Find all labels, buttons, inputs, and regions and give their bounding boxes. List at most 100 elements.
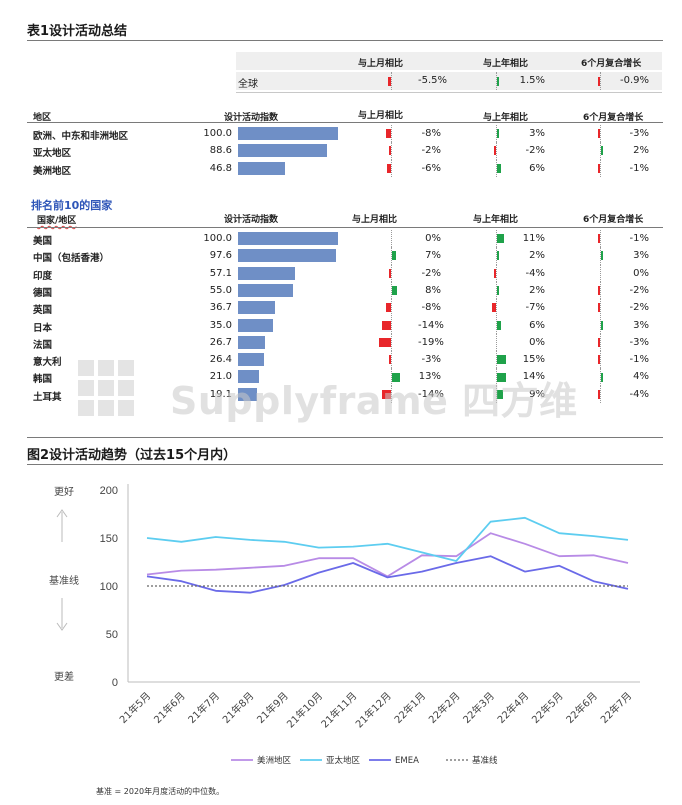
yoy-bar xyxy=(497,389,503,399)
mom-axis xyxy=(391,316,392,334)
row-name: 欧洲、中东和非洲地区 xyxy=(33,131,129,142)
yoy-value: 11% xyxy=(522,233,545,244)
cagr-bar xyxy=(598,129,600,139)
index-value: 46.8 xyxy=(209,162,232,174)
cagr-axis xyxy=(600,351,601,369)
yoy-value: 6% xyxy=(529,319,545,331)
watermark-text: Supplyframe 四方维 xyxy=(170,379,578,423)
yoy-axis xyxy=(496,230,497,248)
mom-bar xyxy=(379,337,391,347)
cagr-value: -3% xyxy=(629,336,649,348)
x-tick-label: 21年10月 xyxy=(284,689,325,730)
index-value: 19.1 xyxy=(209,388,232,400)
global-divider xyxy=(236,92,662,93)
mom-bar xyxy=(386,303,391,313)
y-tick-label: 150 xyxy=(100,533,118,545)
mom-value: 8% xyxy=(425,284,441,296)
cagr-value: -2% xyxy=(629,284,649,296)
yoy-bar xyxy=(497,320,501,330)
yoy-bar xyxy=(497,129,499,139)
cagr-value: 2% xyxy=(633,145,649,157)
cagr-value: 3% xyxy=(633,250,649,262)
row-name: 美国 xyxy=(33,236,53,247)
global-row-bg xyxy=(236,72,662,90)
mom-bar xyxy=(389,355,391,365)
mom-axis xyxy=(391,351,392,369)
index-value: 100.0 xyxy=(203,233,232,244)
yoy-bar xyxy=(491,303,496,313)
yoy-bar xyxy=(494,146,496,156)
legend-label: 美洲地区 xyxy=(257,755,292,766)
worse-label: 更差 xyxy=(54,670,74,683)
cagr-value: -1% xyxy=(629,233,649,244)
x-tick-label: 22年6月 xyxy=(563,689,600,726)
row-name: 美洲地区 xyxy=(33,165,72,177)
index-bar xyxy=(238,249,336,263)
index-bar xyxy=(238,127,338,140)
index-value: 88.6 xyxy=(209,145,232,157)
yoy-axis xyxy=(496,247,497,265)
index-value: 55.0 xyxy=(209,284,232,296)
country-cagr-header: 6个月复合增长 xyxy=(583,215,644,225)
cagr-axis xyxy=(600,142,601,160)
country-header-divider xyxy=(27,227,663,228)
yoy-bar xyxy=(497,286,499,296)
region-cagr-header: 6个月复合增长 xyxy=(583,113,644,123)
yoy-value: 9% xyxy=(529,388,545,400)
index-value: 97.6 xyxy=(209,250,232,262)
index-bar xyxy=(238,335,265,349)
global-header-bg xyxy=(236,52,662,70)
index-bar xyxy=(238,283,293,297)
mom-axis xyxy=(391,247,392,265)
yoy-axis xyxy=(496,385,497,403)
row-name: 印度 xyxy=(33,270,53,282)
index-bar xyxy=(238,318,273,332)
row-name: 法国 xyxy=(33,339,53,351)
x-tick-label: 22年3月 xyxy=(460,689,497,726)
up-arrow-icon xyxy=(56,509,68,518)
cagr-value: -1% xyxy=(629,162,649,174)
cagr-value: -1% xyxy=(629,354,649,366)
country-yoy-header: 与上年相比 xyxy=(473,215,519,225)
cagr-axis xyxy=(600,316,601,334)
x-tick-label: 22年5月 xyxy=(529,689,566,726)
cagr-axis xyxy=(600,299,601,317)
global-header-yoy: 与上年相比 xyxy=(483,59,529,69)
yoy-value: 6% xyxy=(529,162,545,174)
country-mom-header: 与上月相比 xyxy=(352,215,398,225)
yoy-axis xyxy=(496,125,497,143)
yoy-bar xyxy=(497,251,499,261)
index-bar xyxy=(238,144,327,158)
top10-title: 排名前10的国家 xyxy=(31,199,113,212)
global-label: 全球 xyxy=(238,79,258,90)
yoy-axis xyxy=(496,142,497,160)
yoy-value: -4% xyxy=(525,267,545,279)
cagr-axis xyxy=(600,333,601,352)
yoy-axis xyxy=(496,264,497,282)
mom-axis xyxy=(391,159,392,177)
down-arrow-icon xyxy=(56,622,68,631)
region-header-divider xyxy=(27,122,663,123)
mom-value: -14% xyxy=(418,319,444,331)
mom-axis xyxy=(391,368,392,386)
yoy-axis xyxy=(496,333,497,352)
legend-label: 亚太地区 xyxy=(326,755,361,766)
yoy-value: -7% xyxy=(525,302,545,314)
cagr-axis xyxy=(600,125,601,143)
index-value: 57.1 xyxy=(209,267,232,279)
emea-line xyxy=(146,555,629,594)
x-tick-label: 22年7月 xyxy=(598,689,635,726)
global-header-mom: 与上月相比 xyxy=(358,59,404,69)
chart-title: 图2设计活动趋势（过去15个月内） xyxy=(27,448,237,463)
mom-bar xyxy=(392,286,397,296)
cagr-bar xyxy=(601,251,603,261)
x-tick-label: 22年1月 xyxy=(391,689,428,726)
yoy-bar xyxy=(493,268,496,278)
table-title: 表1设计活动总结 xyxy=(27,24,128,39)
row-name: 英国 xyxy=(33,305,53,317)
cagr-axis xyxy=(600,247,601,265)
row-name: 韩国 xyxy=(33,374,53,386)
country-index-header: 设计活动指数 xyxy=(224,215,279,225)
mom-axis xyxy=(391,230,392,248)
mom-bar xyxy=(387,163,391,173)
